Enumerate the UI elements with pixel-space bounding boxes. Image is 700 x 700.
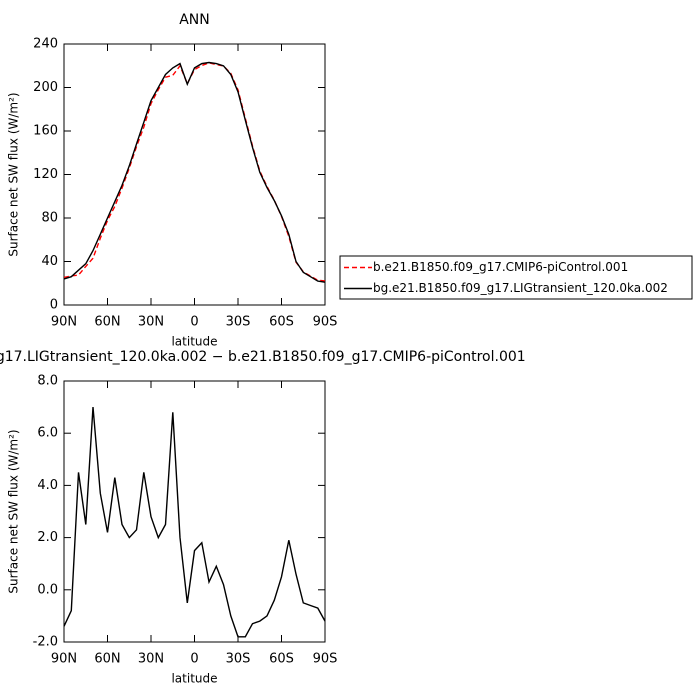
x-tick-label: 0 bbox=[190, 652, 198, 667]
y-tick-label: 40 bbox=[41, 254, 58, 269]
plot-frame bbox=[63, 43, 326, 306]
data-line bbox=[63, 61, 326, 283]
y-tick-label: 4.0 bbox=[37, 478, 58, 493]
y-tick-label: 80 bbox=[41, 211, 58, 226]
x-tick-label: 90S bbox=[313, 315, 338, 330]
y-tick-label: 6.0 bbox=[37, 426, 58, 441]
x-tick-label: 90S bbox=[313, 652, 338, 667]
legend-label: b.e21.B1850.f09_g17.CMIP6-piControl.001 bbox=[373, 260, 628, 274]
x-tick-label: 30N bbox=[138, 652, 164, 667]
y-axis-label: Surface net SW flux (W/m²) bbox=[7, 92, 21, 256]
x-tick-label: 60S bbox=[269, 315, 294, 330]
x-tick-label: 90N bbox=[51, 652, 77, 667]
y-tick-label: 240 bbox=[33, 37, 58, 52]
x-axis-label: latitude bbox=[171, 672, 217, 686]
legend-box bbox=[339, 255, 693, 300]
x-axis-label: latitude bbox=[171, 335, 217, 349]
chart-title: ANN bbox=[179, 12, 210, 28]
y-tick-label: 0.0 bbox=[37, 582, 58, 597]
data-line bbox=[63, 62, 326, 282]
x-tick-label: 90N bbox=[51, 315, 77, 330]
data-line bbox=[63, 407, 326, 638]
x-tick-label: 0 bbox=[190, 315, 198, 330]
y-tick-label: 8.0 bbox=[37, 374, 58, 389]
y-tick-label: 0 bbox=[50, 298, 58, 313]
x-tick-label: 60N bbox=[94, 652, 120, 667]
x-tick-label: 60N bbox=[94, 315, 120, 330]
legend-label: bg.e21.B1850.f09_g17.LIGtransient_120.0k… bbox=[373, 281, 668, 295]
x-tick-label: 60S bbox=[269, 652, 294, 667]
chart-title: bg.e21.B1850.f09_g17.LIGtransient_120.0k… bbox=[0, 349, 526, 365]
x-tick-label: 30S bbox=[226, 315, 251, 330]
y-tick-label: -2.0 bbox=[33, 635, 58, 650]
y-axis-label: Surface net SW flux (W/m²) bbox=[7, 429, 21, 593]
y-tick-label: 160 bbox=[33, 124, 58, 139]
x-tick-label: 30N bbox=[138, 315, 164, 330]
y-tick-label: 120 bbox=[33, 167, 58, 182]
x-tick-label: 30S bbox=[226, 652, 251, 667]
y-tick-label: 2.0 bbox=[37, 530, 58, 545]
y-tick-label: 200 bbox=[33, 80, 58, 95]
